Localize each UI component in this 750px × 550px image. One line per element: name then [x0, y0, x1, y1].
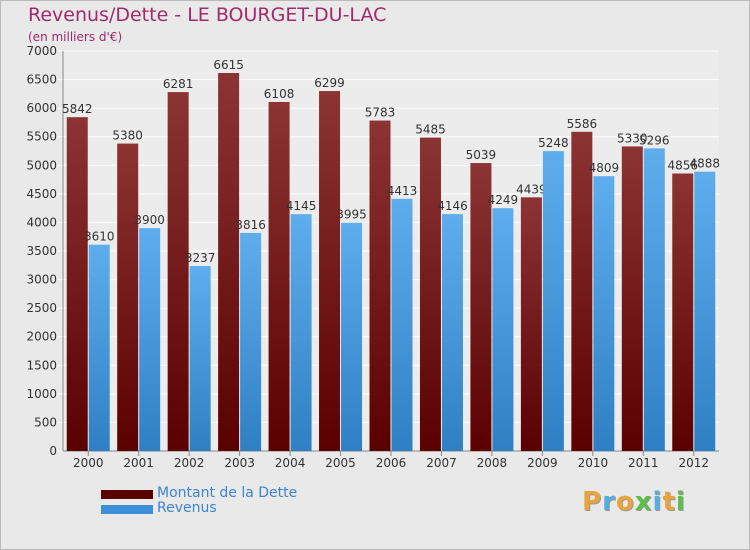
- y-tick-label: 3000: [26, 273, 57, 287]
- chart-title: Revenus/Dette - LE BOURGET-DU-LAC: [28, 4, 387, 26]
- x-tick-label: 2005: [325, 456, 356, 470]
- bar-dette: [66, 117, 88, 452]
- data-label-revenus: 3610: [84, 230, 115, 244]
- data-label-dette: 4439: [516, 182, 547, 196]
- bar-dette: [268, 101, 290, 451]
- y-tick-label: 2000: [26, 330, 57, 344]
- bar-revenus: [593, 176, 615, 451]
- chart-subtitle: (en milliers d'€): [28, 30, 123, 44]
- x-tick-label: 2009: [527, 456, 558, 470]
- y-tick-label: 2500: [26, 301, 57, 315]
- data-label-dette: 5380: [112, 129, 143, 143]
- data-label-dette: 5330: [617, 131, 648, 145]
- y-tick-label: 5500: [26, 130, 57, 144]
- data-label-dette: 5039: [466, 148, 497, 162]
- bar-revenus: [694, 171, 716, 451]
- bar-dette: [117, 143, 139, 452]
- data-label-revenus: 4249: [488, 193, 519, 207]
- data-label-revenus: 3237: [185, 251, 216, 265]
- bar-revenus: [341, 222, 363, 451]
- data-label-revenus: 4809: [589, 161, 620, 175]
- y-tick-label: 0: [49, 444, 57, 458]
- bar-revenus: [240, 232, 262, 451]
- logo-letter: i: [675, 487, 686, 517]
- y-tick-label: 3500: [26, 244, 57, 258]
- legend-label-revenus: Revenus: [157, 500, 217, 516]
- data-label-revenus: 5248: [538, 136, 569, 150]
- data-label-revenus: 4145: [286, 199, 317, 213]
- data-label-dette: 5783: [365, 106, 396, 120]
- data-label-revenus: 3900: [134, 213, 165, 227]
- data-label-dette: 6299: [314, 76, 345, 90]
- bar-revenus: [391, 198, 413, 451]
- logo-letter: x: [634, 487, 653, 517]
- data-label-revenus: 4146: [437, 199, 468, 213]
- data-label-revenus: 4888: [689, 157, 720, 171]
- data-label-revenus: 4413: [387, 184, 418, 198]
- x-tick-label: 2008: [477, 456, 508, 470]
- x-tick-label: 2011: [628, 456, 659, 470]
- bar-dette: [672, 173, 694, 451]
- x-tick-label: 2002: [174, 456, 205, 470]
- bar-dette: [470, 163, 492, 452]
- data-label-dette: 6615: [213, 58, 244, 72]
- y-tick-label: 7000: [26, 44, 57, 58]
- bar-dette: [520, 197, 542, 451]
- data-label-dette: 5842: [62, 102, 93, 116]
- y-tick-label: 1500: [26, 358, 57, 372]
- y-tick-label: 4500: [26, 187, 57, 201]
- legend-swatch-dette: [101, 490, 153, 499]
- logo-letter: i: [652, 487, 663, 517]
- data-label-dette: 6108: [264, 87, 295, 101]
- y-tick-label: 5000: [26, 158, 57, 172]
- x-tick-label: 2004: [275, 456, 306, 470]
- x-tick-label: 2012: [678, 456, 709, 470]
- legend-label-dette: Montant de la Dette: [157, 485, 298, 501]
- proxiti-logo: Proxiti: [582, 487, 686, 517]
- data-label-revenus: 3816: [235, 218, 266, 232]
- x-tick-label: 2010: [578, 456, 609, 470]
- y-tick-label: 1000: [26, 387, 57, 401]
- x-tick-label: 2007: [426, 456, 457, 470]
- bar-dette: [571, 131, 593, 452]
- bar-revenus: [643, 148, 665, 451]
- data-label-dette: 4856: [667, 159, 698, 173]
- bar-revenus: [542, 151, 564, 451]
- bar-revenus: [88, 244, 110, 451]
- legend-swatch-revenus: [101, 505, 153, 514]
- data-label-revenus: 5296: [639, 133, 670, 147]
- y-tick-label: 500: [34, 415, 57, 429]
- logo-letter: t: [662, 487, 676, 517]
- data-label-dette: 5586: [567, 117, 598, 131]
- logo-letter: P: [582, 487, 603, 517]
- y-tick-label: 6500: [26, 73, 57, 87]
- y-tick-label: 4000: [26, 215, 57, 229]
- x-tick-label: 2001: [123, 456, 154, 470]
- x-tick-label: 2000: [73, 456, 104, 470]
- y-tick-label: 6000: [26, 101, 57, 115]
- bar-dette: [167, 92, 189, 451]
- bar-revenus: [441, 214, 463, 451]
- bar-revenus: [492, 208, 514, 451]
- logo-letter: r: [602, 487, 616, 517]
- x-tick-label: 2006: [376, 456, 407, 470]
- data-label-dette: 6281: [163, 77, 194, 91]
- x-tick-label: 2003: [224, 456, 255, 470]
- bar-dette: [218, 73, 240, 451]
- bar-dette: [621, 146, 643, 451]
- bar-dette: [319, 91, 341, 452]
- bar-revenus: [290, 214, 312, 451]
- bar-dette: [419, 137, 441, 452]
- bar-dette: [369, 120, 391, 452]
- logo-letter: o: [615, 487, 635, 517]
- bar-revenus: [189, 266, 211, 451]
- bar-revenus: [139, 228, 161, 451]
- data-label-dette: 5485: [415, 123, 446, 137]
- data-label-revenus: 3995: [336, 208, 367, 222]
